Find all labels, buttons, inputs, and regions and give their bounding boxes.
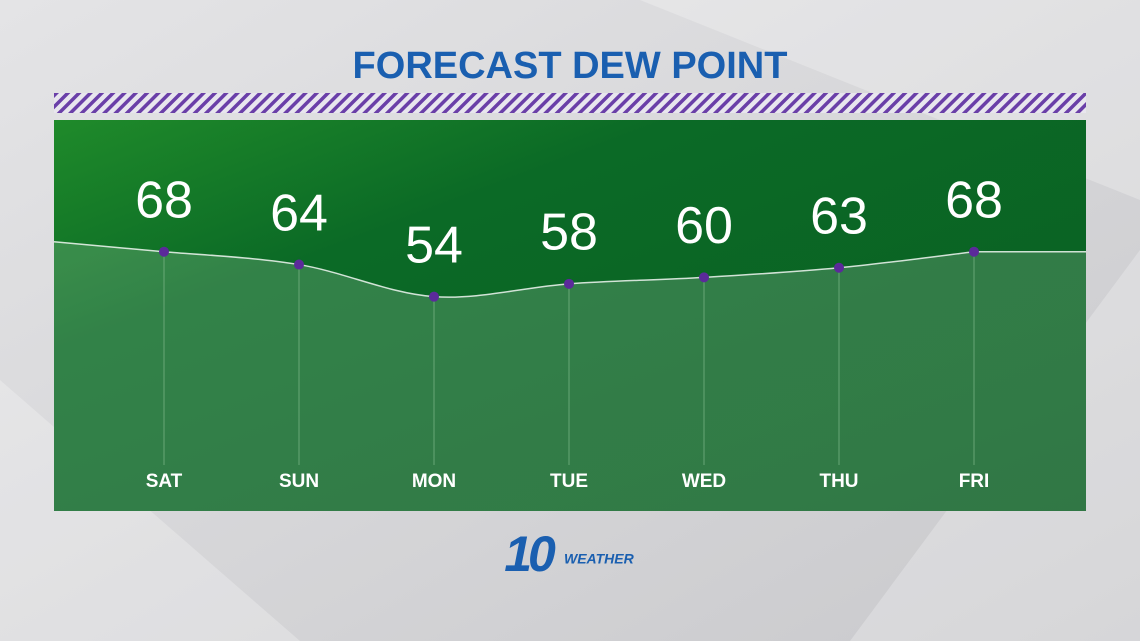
point — [159, 246, 169, 257]
point — [429, 291, 439, 302]
x-tick-label: SUN — [279, 471, 319, 492]
hatch-stripe — [54, 93, 1086, 113]
value-label: 60 — [675, 197, 733, 255]
x-tick-label: THU — [819, 471, 858, 492]
value-label: 64 — [270, 184, 328, 242]
plot-panel — [54, 120, 1086, 511]
line-edge — [53, 240, 1086, 253]
x-tick-label: SAT — [146, 471, 183, 492]
value-label: 68 — [945, 171, 1003, 229]
point — [699, 272, 709, 283]
logo-number: 10 — [504, 526, 556, 582]
x-tick-label: MON — [412, 471, 456, 492]
chart-title: FORECAST DEW POINT — [353, 45, 788, 87]
x-tick-label: WED — [682, 471, 726, 492]
plot: 68 SAT 64 SUN 54 MON 58 TUE 60 WED 63 THU 68 FRI — [53, 171, 1086, 511]
x-tick-label: FRI — [959, 471, 990, 492]
point — [969, 246, 979, 257]
x-tick-label: TUE — [550, 471, 588, 492]
logo: 10 WEATHER — [504, 526, 634, 582]
logo-text: WEATHER — [564, 551, 635, 567]
value-label: 68 — [135, 171, 193, 229]
value-label: 54 — [405, 216, 463, 274]
point — [294, 259, 304, 270]
value-label: 58 — [540, 204, 598, 262]
point — [564, 278, 574, 289]
area-edge — [54, 241, 1086, 511]
value-label: 63 — [810, 188, 868, 246]
point — [834, 262, 844, 273]
